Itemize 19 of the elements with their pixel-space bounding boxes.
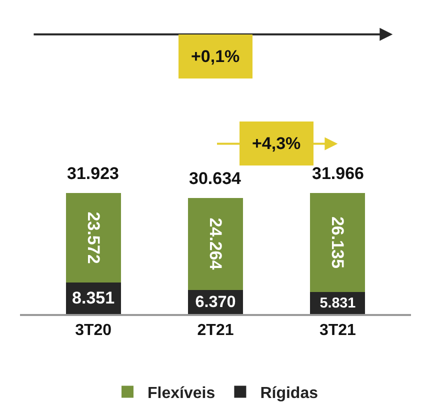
bar [310, 193, 366, 292]
text: +4,3% [252, 134, 301, 153]
total-label: 31.966 [312, 164, 364, 183]
bar [188, 198, 243, 290]
data-label: 8.351 [72, 288, 115, 308]
x-tick-label: 3T21 [319, 322, 356, 339]
data-label: 23.572 [84, 212, 103, 264]
data-label: 24.264 [206, 218, 225, 270]
data-label: 5.831 [320, 296, 356, 312]
x-tick-label: 2T21 [197, 322, 234, 339]
x-tick-label: 3T20 [75, 322, 112, 339]
legend-label: Rígidas [260, 384, 318, 402]
legend-label: Flexíveis [148, 384, 216, 402]
data-label: 26.135 [328, 216, 348, 268]
bar [66, 193, 121, 282]
data-label: 6.370 [195, 293, 236, 312]
total-label: 30.634 [189, 169, 242, 188]
text: +0,1% [191, 47, 240, 66]
total-label: 31.923 [67, 164, 119, 183]
